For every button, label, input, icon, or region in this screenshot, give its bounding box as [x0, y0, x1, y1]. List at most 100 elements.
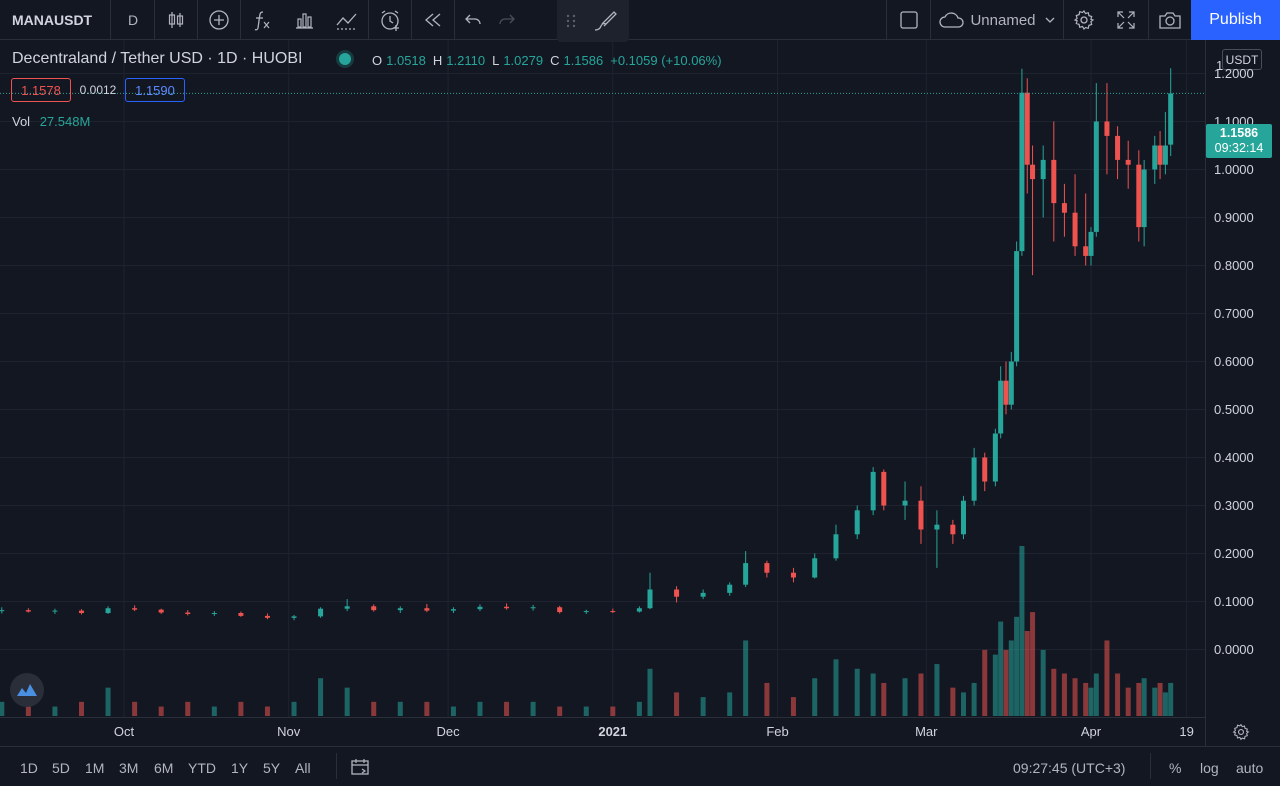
volume-bar — [1093, 673, 1099, 716]
volume-bar — [902, 678, 908, 716]
candle-body — [477, 606, 483, 610]
auto-scale-toggle[interactable]: auto — [1236, 760, 1264, 776]
fullscreen-box-icon[interactable] — [888, 0, 930, 40]
price-chart[interactable] — [0, 40, 1205, 717]
candle-body — [700, 592, 706, 597]
volume-bar — [743, 640, 749, 716]
range-button[interactable]: 1M — [85, 760, 105, 776]
price-tick-label: 0.9000 — [1214, 209, 1254, 225]
indicators-fx-icon[interactable] — [242, 0, 282, 40]
volume-bar — [1136, 682, 1142, 716]
candle-body — [1008, 361, 1014, 405]
replay-rewind-icon[interactable] — [413, 0, 453, 40]
volume-bar — [1125, 687, 1131, 716]
volume-bar — [674, 692, 680, 716]
candle-body — [971, 457, 977, 501]
high-label: H — [432, 53, 443, 68]
candle-body — [1088, 231, 1094, 256]
volume-bar — [238, 701, 244, 716]
volume-bar — [211, 706, 217, 716]
compare-add-symbol-icon[interactable] — [199, 0, 239, 40]
volume-bar — [1168, 682, 1174, 716]
axis-settings-gear-icon[interactable] — [1225, 718, 1257, 746]
volume-bar — [881, 682, 887, 716]
candle-body — [0, 610, 5, 612]
range-button[interactable]: 1D — [20, 760, 38, 776]
range-button[interactable]: All — [295, 760, 311, 776]
chart-style-candles-icon[interactable] — [156, 0, 196, 40]
currency-label[interactable]: USDT — [1222, 49, 1262, 70]
candle-body — [610, 611, 616, 613]
templates-chart-icon[interactable] — [327, 0, 367, 40]
volume-bar — [833, 659, 839, 716]
volume-bar — [1019, 546, 1025, 716]
price-tick-label: 0.6000 — [1214, 353, 1254, 369]
last-price-label: 1.1586 09:32:14 — [1206, 124, 1272, 158]
toolbar-divider — [197, 0, 198, 40]
candle-body — [870, 471, 876, 511]
sell-price-button[interactable]: 1.1578 — [11, 78, 71, 102]
volume-bar — [971, 682, 977, 716]
last-price: 1.1586 — [1219, 126, 1259, 140]
range-button[interactable]: 6M — [154, 760, 174, 776]
buy-price-button[interactable]: 1.1590 — [125, 78, 185, 102]
price-tick-label: 1.0000 — [1214, 161, 1254, 177]
volume-bar — [344, 687, 350, 716]
volume-bar — [371, 701, 377, 716]
toolbar-divider — [336, 753, 337, 779]
camera-snapshot-icon[interactable] — [1150, 0, 1190, 40]
range-button[interactable]: 5D — [52, 760, 70, 776]
candle-body — [950, 524, 956, 535]
symbol-search-button[interactable]: MANAUSDT — [12, 12, 93, 28]
brush-tool-icon[interactable] — [587, 0, 627, 42]
candle-body — [132, 608, 138, 610]
log-scale-toggle[interactable]: log — [1200, 760, 1219, 776]
candle-body — [674, 589, 680, 597]
time-tick-label: Mar — [915, 724, 938, 739]
tradingview-logo-icon[interactable] — [10, 673, 44, 707]
fullscreen-expand-icon[interactable] — [1106, 0, 1146, 40]
volume-bar — [934, 664, 940, 716]
drag-handle-icon[interactable] — [561, 0, 581, 42]
open-label: O — [372, 53, 383, 68]
volume-bar — [1115, 673, 1121, 716]
time-tick-label: 19 — [1179, 724, 1194, 739]
volume-bar — [0, 701, 5, 716]
price-tick-label: 0.3000 — [1214, 497, 1254, 513]
volume-bar — [583, 706, 589, 716]
undo-icon[interactable] — [456, 0, 490, 40]
price-axis[interactable] — [1205, 40, 1280, 746]
range-button[interactable]: 5Y — [263, 760, 281, 776]
gear-icon[interactable] — [1065, 0, 1103, 40]
range-button[interactable]: 1Y — [231, 760, 249, 776]
redo-icon[interactable] — [490, 0, 524, 40]
candle-body — [647, 589, 653, 609]
candle-body — [934, 524, 940, 530]
go-to-date-icon[interactable] — [346, 752, 374, 782]
toolbar-divider — [240, 0, 241, 40]
percent-scale-toggle[interactable]: % — [1169, 760, 1182, 776]
time-tick-label: Nov — [277, 724, 301, 739]
candle-body — [1115, 135, 1121, 160]
layout-name-button[interactable]: Unnamed — [932, 0, 1062, 40]
range-button[interactable]: 3M — [119, 760, 139, 776]
candle-body — [1125, 159, 1131, 165]
volume-bar — [790, 697, 796, 716]
alert-clock-icon[interactable] — [370, 0, 410, 40]
clock-timezone[interactable]: 09:27:45 (UTC+3) — [1013, 760, 1126, 776]
candle-body — [211, 613, 217, 615]
interval-button[interactable]: D — [127, 12, 139, 28]
volume-bar — [870, 673, 876, 716]
financials-bars-icon[interactable] — [284, 0, 324, 40]
range-button[interactable]: YTD — [188, 760, 216, 776]
volume-bar — [424, 701, 430, 716]
price-tick-label: 0.7000 — [1214, 305, 1254, 321]
candle-body — [424, 608, 430, 611]
candle-body — [158, 609, 164, 613]
publish-button[interactable]: Publish — [1191, 0, 1280, 40]
volume-bar — [1162, 692, 1168, 716]
ohlc-values: O 1.0518 H 1.2110 L 1.0279 C 1.1586 +0.1059 … — [372, 53, 725, 68]
volume-bar — [1088, 687, 1094, 716]
time-axis[interactable] — [0, 717, 1205, 746]
candle-body — [1168, 93, 1174, 145]
